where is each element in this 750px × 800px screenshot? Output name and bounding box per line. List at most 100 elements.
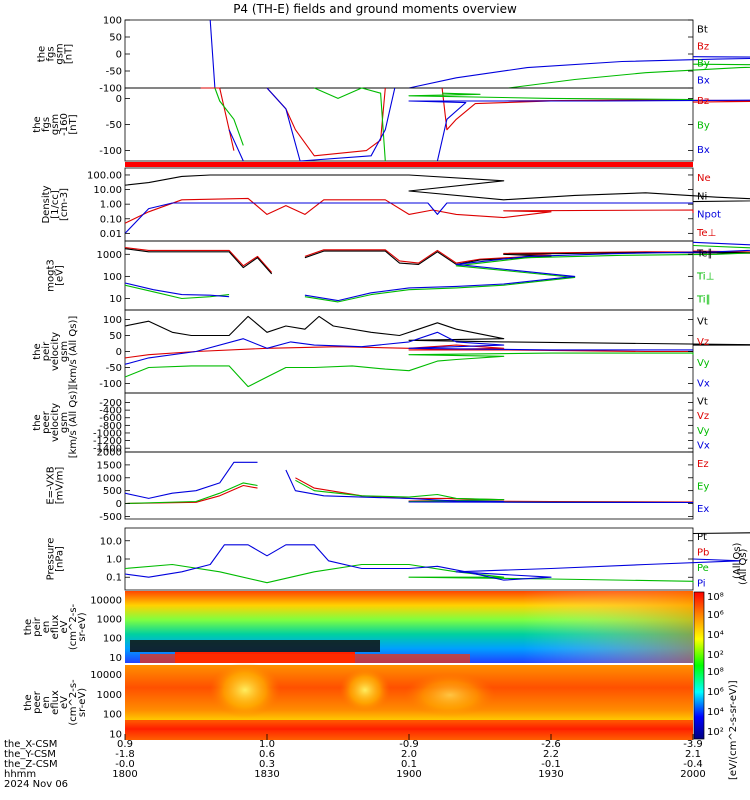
y-tick-label-fgs_dsl-1: -50 xyxy=(106,120,122,131)
peir-bottom-band xyxy=(140,654,470,663)
y-axis-label-peir_eflux-3: eflux xyxy=(50,615,61,640)
y-axis-label-density-0: Density xyxy=(41,185,52,223)
y-tick-label-velocity2-6: -1400 xyxy=(93,444,122,455)
x-row-value-2-4: -0.4 xyxy=(683,759,703,770)
y-axis-label-peer_eflux-0: the xyxy=(23,694,34,710)
legend-fgs-0: Bt xyxy=(697,25,708,36)
y-tick-label-exb-1: 1500 xyxy=(97,460,122,471)
y-tick-label-velocity-0: 100 xyxy=(103,315,122,326)
x-row-value-1-4: 2.1 xyxy=(685,749,701,760)
series-fgs_dsl-by-line xyxy=(214,87,694,162)
y-axis-label-peer_eflux-4: eV xyxy=(59,696,70,709)
peer-spectrogram xyxy=(125,662,693,740)
x-row-value-0-2: -0.9 xyxy=(399,739,419,750)
colorbar-label-4: 10⁴ xyxy=(707,630,724,641)
x-row-value-3-3: 1930 xyxy=(538,769,563,780)
y-tick-label-density-0: 100.00 xyxy=(87,170,122,181)
x-row-value-2-3: -0.1 xyxy=(541,759,561,770)
colorbar-label-2b: 10² xyxy=(707,727,724,738)
colorbar: 10⁸ 10⁶ 10⁴ 10² 10⁸ 10⁶ 10⁴ 10² [eV/(cm^… xyxy=(693,548,749,780)
series-temp-tiy-line xyxy=(124,241,750,302)
y-axis-label-pressure-1: [nPa] xyxy=(55,546,66,572)
y-axis-label-fgs-0: the xyxy=(37,46,48,62)
y-tick-label-peir_eflux-1: 1000 xyxy=(97,615,122,626)
legend-fgs_dsl-1: By xyxy=(697,121,710,132)
y-axis-label-velocity-4: [km/s (All Qs)] xyxy=(68,316,79,388)
y-tick-label-peer_eflux-2: 100 xyxy=(103,710,122,721)
right-label-pressure: (All Qs) xyxy=(732,542,743,579)
y-tick-label-pressure-2: 0.1 xyxy=(106,573,122,584)
y-axis-label-fgs_dsl-0: the xyxy=(32,116,43,132)
y-tick-label-velocity-1: 50 xyxy=(109,331,122,342)
y-tick-label-fgs-2: 0 xyxy=(116,50,122,61)
y-axis-label-fgs-2: gsm xyxy=(55,43,66,64)
y-tick-label-exb-4: 0 xyxy=(116,499,122,510)
y-tick-label-exb-0: 2000 xyxy=(97,448,122,459)
y-tick-label-peir_eflux-3: 10 xyxy=(109,653,122,664)
x-row-value-1-0: -1.8 xyxy=(115,749,135,760)
y-axis-label-velocity2-1: peer xyxy=(41,410,52,434)
panel-frame-pressure xyxy=(124,527,694,591)
legend-velocity-2: Vy xyxy=(697,358,710,369)
x-row-value-0-3: -2.6 xyxy=(541,739,561,750)
y-axis-label-peir_eflux-2: en xyxy=(41,621,52,634)
y-axis-label-fgs_dsl-1: fgs xyxy=(41,117,52,132)
y-axis-label-fgs-3: [nT] xyxy=(64,44,75,64)
y-axis-label-peir_eflux-0: the xyxy=(23,619,34,635)
y-axis-label-fgs_dsl-3: -160 xyxy=(59,113,70,136)
x-row-value-3-1: 1830 xyxy=(254,769,279,780)
series-density-ne-line xyxy=(124,197,694,224)
y-axis-label-velocity-1: peir xyxy=(41,341,52,361)
legend-velocity2-2: Vy xyxy=(697,426,710,437)
y-axis-label-velocity2-3: gsm xyxy=(59,412,70,433)
series-fgs-by-line xyxy=(508,63,750,89)
series-velocity-vz-line xyxy=(124,344,693,359)
x-row-label-2: the_Z-CSM xyxy=(4,759,58,770)
colorbar-label-2: 10² xyxy=(707,650,724,661)
panel-frame-fgs xyxy=(124,19,694,89)
y-tick-label-fgs-0: 100 xyxy=(103,16,122,27)
peir-lowenergy-band xyxy=(130,640,380,652)
y-axis-label-fgs-1: fgs xyxy=(46,46,57,61)
legend-density-2: Npot xyxy=(697,210,721,221)
legend-pressure-0: Pt xyxy=(697,532,707,543)
y-tick-label-peir_eflux-0: 10000 xyxy=(90,596,122,607)
spectrogram-group xyxy=(125,591,693,740)
y-tick-label-exb-5: -500 xyxy=(99,512,122,523)
panels-group: 100500-50-100thefgsgsm[nT]BtBzByBx0-50-1… xyxy=(23,16,750,741)
series-pressure-pe-line xyxy=(124,563,694,584)
series-pressure-pt-line xyxy=(692,532,750,535)
series-density-ni-line xyxy=(124,174,750,203)
x-row-value-3-0: 1800 xyxy=(112,769,137,780)
x-row-label-1: the_Y-CSM xyxy=(4,749,56,760)
y-tick-label-velocity2-4: -1000 xyxy=(93,428,122,439)
series-velocity-vy-line xyxy=(124,352,694,388)
colorbar-gradient xyxy=(693,591,705,740)
legend-exb-2: Ex xyxy=(697,504,709,515)
legend-velocity2-1: Vz xyxy=(697,411,709,422)
y-tick-label-peer_eflux-3: 10 xyxy=(109,730,122,741)
y-axis-label-peer_eflux-2: en xyxy=(41,696,52,709)
series-exb-ey-line xyxy=(124,479,694,505)
y-axis-label-fgs_dsl-2: gsm xyxy=(50,114,61,135)
x-row-label-0: the_X-CSM xyxy=(4,739,57,750)
panel-temp: 1000 100 10 mogt3[eV] Te∥ Ti⊥ Ti∥ xyxy=(46,240,750,311)
y-tick-label-temp-0: 1000 xyxy=(97,250,122,261)
series-fgs-bx-line xyxy=(209,19,750,89)
y-axis-label-velocity-3: gsm xyxy=(59,341,70,362)
y-tick-label-fgs_dsl-0: 0 xyxy=(116,94,122,105)
y-tick-label-fgs-4: -100 xyxy=(99,84,122,95)
x-row-value-0-4: -3.9 xyxy=(683,739,703,750)
panel-frame-density xyxy=(124,167,694,242)
y-tick-label-fgs-3: -50 xyxy=(106,67,122,78)
x-row-value-2-0: -0.0 xyxy=(115,759,135,770)
y-tick-label-temp-1: 100 xyxy=(103,272,122,283)
legend-velocity-0: Vt xyxy=(697,316,708,327)
legend-velocity-3: Vx xyxy=(697,379,710,390)
y-axis-label-exb-1: [mV/m] xyxy=(55,467,66,505)
y-axis-label-peir_eflux-4: eV xyxy=(59,620,70,633)
x-row-value-2-1: 0.3 xyxy=(259,759,275,770)
y-tick-label-temp-2: 10 xyxy=(109,294,122,305)
